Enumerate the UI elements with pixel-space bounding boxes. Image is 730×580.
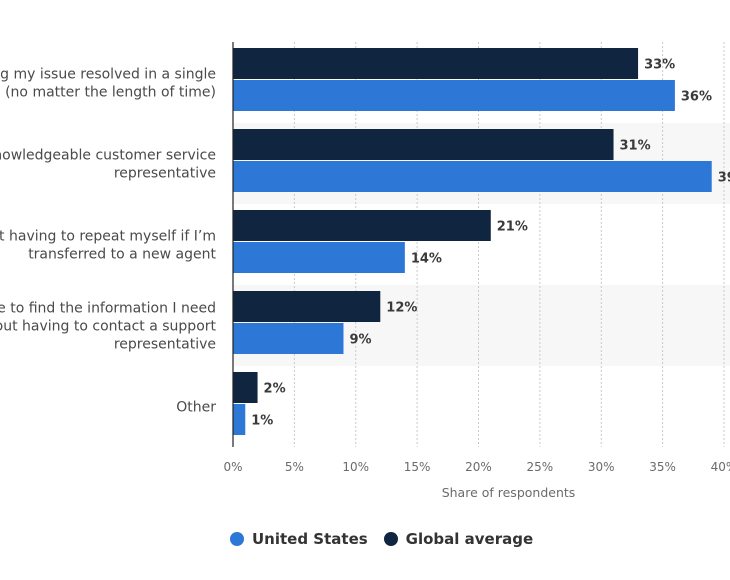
x-tick-label: 5% bbox=[285, 460, 304, 474]
bar-global-average-5[interactable] bbox=[233, 372, 258, 403]
bar-global-average-3[interactable] bbox=[233, 210, 491, 241]
bar-united-states-4[interactable] bbox=[233, 323, 344, 354]
x-tick-label: 15% bbox=[404, 460, 431, 474]
grid-lines bbox=[293, 42, 725, 447]
bar-global-average-1[interactable] bbox=[233, 48, 639, 79]
value-label: 12% bbox=[386, 301, 417, 316]
bar-global-average-4[interactable] bbox=[233, 291, 381, 322]
legend-dot-global-average bbox=[383, 532, 398, 546]
bar-united-states-3[interactable] bbox=[233, 242, 405, 273]
bar-united-states-2[interactable] bbox=[233, 161, 712, 192]
legend-item-united-states[interactable]: United States bbox=[230, 530, 368, 548]
category-label-5: Other bbox=[176, 400, 216, 416]
legend-label-united-states: United States bbox=[252, 530, 368, 548]
x-tick-label: 35% bbox=[649, 460, 676, 474]
category-label-2: knowledgeable customer service representa… bbox=[0, 148, 216, 182]
value-label: 9% bbox=[349, 333, 371, 348]
bar-united-states-5[interactable] bbox=[233, 404, 246, 435]
category-label-3: Not having to repeat myself if I’m transf… bbox=[0, 229, 217, 263]
value-label: 36% bbox=[681, 90, 712, 105]
value-label: 33% bbox=[644, 58, 675, 73]
bars bbox=[233, 48, 712, 435]
x-axis-title: Share of respondents bbox=[442, 485, 576, 500]
bar-united-states-1[interactable] bbox=[233, 80, 675, 111]
legend: United States Global average bbox=[230, 530, 533, 548]
labels: 0% 5% 10% 15% 20% 25% 30% 35% 40% 33% 31% 21% 12% 2% 3… bbox=[0, 58, 730, 475]
x-tick-label: 0% bbox=[223, 460, 242, 474]
x-tick-label: 10% bbox=[342, 460, 369, 474]
value-label: 2% bbox=[264, 382, 286, 397]
x-tick-label: 20% bbox=[465, 460, 492, 474]
legend-item-global-average[interactable]: Global average bbox=[383, 530, 534, 548]
category-label-4: ble to find the information I need thout … bbox=[0, 301, 217, 353]
value-label: 1% bbox=[251, 414, 273, 429]
legend-label-global-average: Global average bbox=[405, 530, 534, 548]
value-label: 21% bbox=[497, 220, 528, 235]
x-tick-label: 40% bbox=[711, 460, 730, 474]
value-label: 39% bbox=[718, 171, 730, 186]
x-tick-label: 30% bbox=[588, 460, 615, 474]
category-label-1: ing my issue resolved in a single on (no … bbox=[0, 67, 216, 101]
value-label: 14% bbox=[411, 252, 442, 267]
bar-global-average-2[interactable] bbox=[233, 129, 614, 160]
legend-dot-united-states bbox=[230, 532, 244, 546]
value-label: 31% bbox=[620, 139, 651, 154]
x-tick-label: 25% bbox=[527, 460, 554, 474]
